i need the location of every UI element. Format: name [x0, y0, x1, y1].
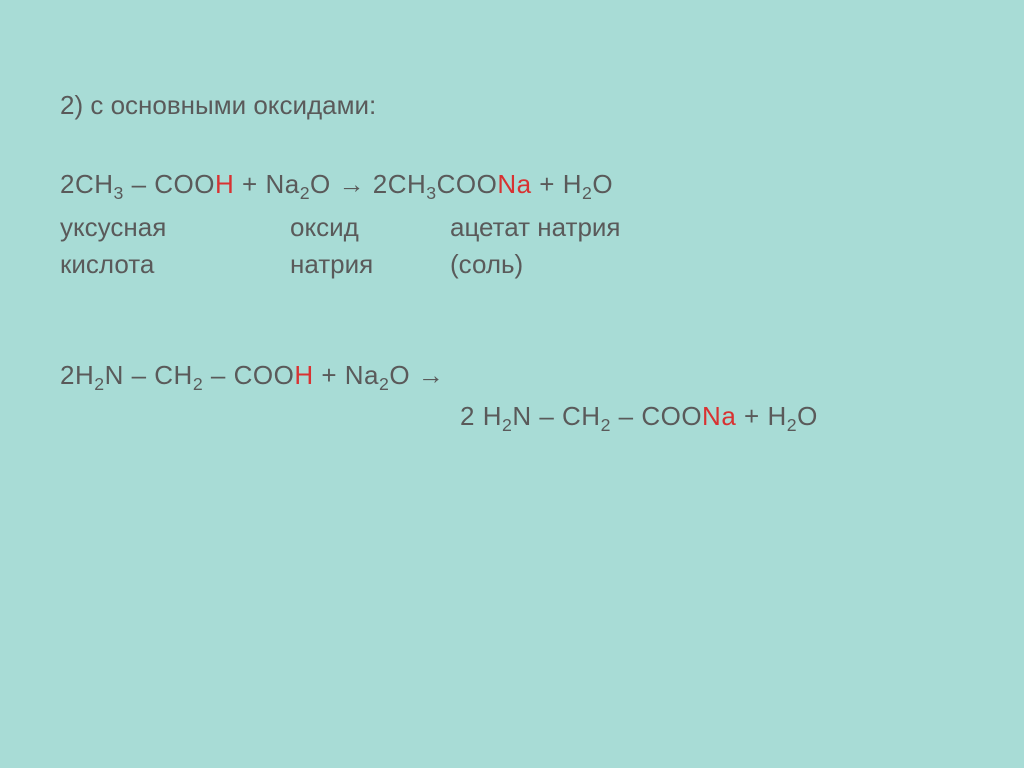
- eq2b-pr2p2: O: [797, 401, 818, 431]
- chemical-equation-2-line2: 2 H2N – CH2 – COONa + H2O: [60, 401, 964, 432]
- eq1-p1p1: CH: [388, 169, 427, 199]
- eq1-coef1: 2: [60, 169, 75, 199]
- eq1-p2p1: H: [563, 169, 582, 199]
- eq2-p2: N – CH: [105, 360, 193, 390]
- eq1-arrow: →: [331, 169, 373, 199]
- eq2-r2p1: Na: [345, 360, 379, 390]
- eq2-sub1: 2: [94, 374, 104, 394]
- eq1-r2sub: 2: [300, 183, 310, 203]
- eq2b-p1: H: [483, 401, 502, 431]
- chemical-equation-2-line1: 2H2N – CH2 – COOH + Na2O →: [60, 360, 964, 391]
- eq2b-highlight-na: Na: [702, 401, 736, 431]
- eq2b-sub1: 2: [502, 415, 512, 435]
- equation-block-2: 2H2N – CH2 – COOH + Na2O → 2 H2N – CH2 –…: [60, 360, 964, 432]
- eq1-p1coef: 2: [373, 169, 388, 199]
- slide-content: 2) с основными оксидами: 2CH3 – COOH + N…: [60, 90, 964, 432]
- eq2-sub2: 2: [193, 374, 203, 394]
- eq2-highlight-h: H: [294, 360, 313, 390]
- label-acetate: ацетат натрия: [450, 212, 690, 243]
- eq1-r1p1: CH: [75, 169, 114, 199]
- eq2b-p2: N – CH: [512, 401, 600, 431]
- eq1-plus1: +: [234, 169, 265, 199]
- section-heading: 2) с основными оксидами:: [60, 90, 964, 121]
- eq1-p1p2: COO: [437, 169, 498, 199]
- eq2-arrow: →: [410, 360, 444, 390]
- eq2-plus: +: [314, 360, 345, 390]
- eq2b-coef: 2: [460, 401, 483, 431]
- eq1-r2p1: Na: [265, 169, 299, 199]
- eq2-p3: – COO: [203, 360, 294, 390]
- eq2-r2p2: O: [389, 360, 410, 390]
- eq2-p1: H: [75, 360, 94, 390]
- eq1-r1p2: – COO: [124, 169, 215, 199]
- eq1-p1sub: 3: [426, 183, 436, 203]
- eq2b-pr2p1: H: [767, 401, 786, 431]
- equation-block-1: 2CH3 – COOH + Na2O → 2CH3COONa + H2O укс…: [60, 169, 964, 280]
- chemical-equation-1: 2CH3 – COOH + Na2O → 2CH3COONa + H2O: [60, 169, 964, 200]
- eq1-plus2: +: [532, 169, 563, 199]
- eq2-coef: 2: [60, 360, 75, 390]
- eq2b-plus: +: [736, 401, 767, 431]
- eq1-p2p2: O: [592, 169, 613, 199]
- labels-row-1: уксусная оксид ацетат натрия: [60, 212, 964, 243]
- eq1-r2p2: O: [310, 169, 331, 199]
- label-acetic: уксусная: [60, 212, 290, 243]
- eq2-r2sub: 2: [379, 374, 389, 394]
- label-acid: кислота: [60, 249, 290, 280]
- label-oxide: оксид: [290, 212, 450, 243]
- eq2b-p3: – COO: [611, 401, 702, 431]
- eq1-p2sub: 2: [582, 183, 592, 203]
- eq1-sub1: 3: [114, 183, 124, 203]
- labels-row-2: кислота натрия (соль): [60, 249, 964, 280]
- eq1-highlight-h: H: [215, 169, 234, 199]
- eq1-highlight-na: Na: [497, 169, 531, 199]
- label-salt: (соль): [450, 249, 690, 280]
- eq2b-sub2: 2: [601, 415, 611, 435]
- eq2b-pr2sub: 2: [787, 415, 797, 435]
- label-sodium: натрия: [290, 249, 450, 280]
